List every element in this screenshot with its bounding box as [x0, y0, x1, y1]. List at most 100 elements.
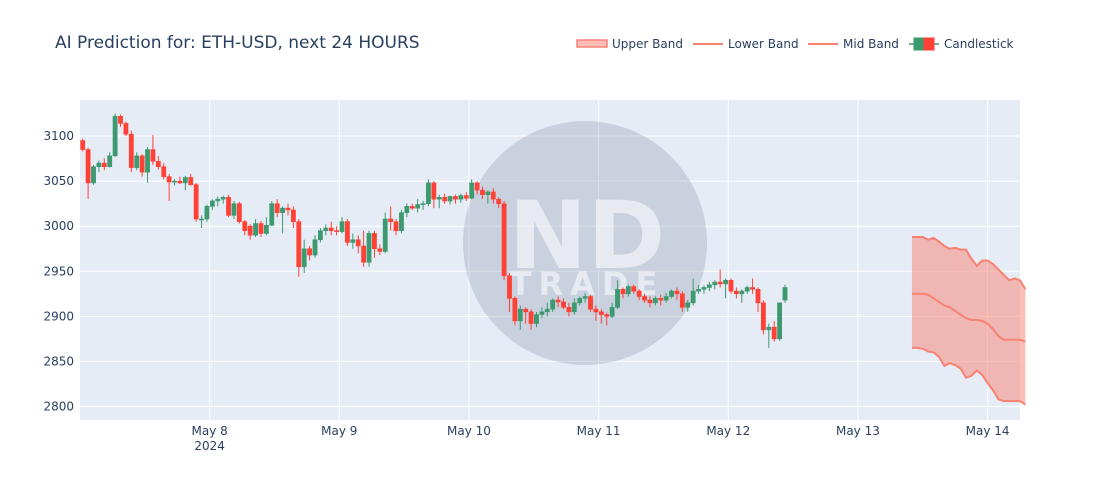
candle — [236, 201, 242, 224]
candle-body — [490, 191, 496, 200]
x-tick-label: May 10 — [447, 424, 491, 438]
candle — [372, 230, 377, 258]
y-tick-label: 2950 — [43, 264, 74, 278]
candle — [696, 284, 701, 294]
candle-body — [118, 115, 123, 124]
candle — [280, 206, 285, 234]
legend-item[interactable]: Lower Band — [693, 37, 799, 51]
candle — [706, 282, 712, 292]
candle-body — [512, 298, 518, 322]
candle — [485, 190, 491, 204]
candle — [215, 196, 221, 207]
candle — [534, 311, 539, 328]
candle — [436, 194, 442, 209]
candle — [685, 300, 691, 312]
candle-body — [323, 227, 329, 232]
candle-body — [750, 287, 755, 290]
candle-body — [636, 290, 642, 297]
candle-body — [458, 195, 464, 200]
candle — [323, 224, 329, 236]
candle — [674, 287, 680, 301]
legend-item[interactable]: Upper Band — [576, 37, 683, 51]
candle — [361, 230, 367, 267]
y-tick-label: 3000 — [43, 219, 74, 233]
candle — [669, 289, 674, 299]
candle — [134, 152, 140, 171]
candle — [507, 273, 512, 312]
candle-body — [134, 155, 140, 168]
candle — [155, 155, 161, 170]
candle — [625, 284, 631, 297]
candle — [512, 296, 518, 326]
candle-body — [582, 296, 588, 299]
candle — [366, 230, 372, 267]
candle-body — [193, 184, 199, 220]
legend-item[interactable]: Candlestick — [909, 37, 1014, 51]
candle-body — [642, 296, 647, 301]
candle — [123, 121, 129, 137]
candle-body — [480, 189, 485, 195]
candle — [285, 203, 291, 216]
candle-body — [199, 218, 204, 221]
candle — [571, 298, 577, 315]
candle-body — [539, 311, 545, 315]
candle-body — [107, 155, 113, 168]
candle-body — [236, 203, 242, 222]
candle-body — [431, 182, 437, 200]
candle-body — [139, 155, 145, 173]
candle — [317, 228, 323, 243]
candle — [733, 287, 739, 299]
candle-body — [447, 196, 453, 202]
legend[interactable]: Upper Band Lower Band Mid Band Candlestick — [576, 37, 1014, 51]
candle-body — [496, 198, 502, 204]
candlestick-series — [80, 113, 788, 348]
candle-body — [658, 298, 664, 301]
candle-body — [301, 248, 307, 268]
candle — [593, 305, 599, 321]
candle-body — [739, 290, 745, 295]
candle — [274, 199, 280, 218]
candle-body — [744, 287, 750, 292]
candle-body — [652, 298, 658, 304]
candle-body — [328, 227, 334, 232]
candle — [701, 285, 707, 294]
candle-body — [615, 288, 620, 308]
candle-body — [782, 287, 788, 301]
candle-body — [377, 248, 383, 252]
candle — [615, 280, 620, 310]
candle-body — [188, 177, 194, 186]
candle-body — [242, 221, 248, 232]
candle-body — [755, 288, 761, 304]
candle-body — [501, 203, 507, 277]
candle — [415, 199, 421, 213]
candle-body — [760, 302, 766, 331]
candle — [490, 188, 496, 204]
candle-body — [723, 279, 728, 285]
legend-label: Lower Band — [728, 37, 799, 51]
candle-body — [280, 207, 285, 213]
candle — [777, 302, 783, 341]
candle — [290, 206, 296, 228]
candle-body — [96, 162, 102, 168]
candle — [101, 158, 107, 171]
candle — [226, 194, 231, 218]
candle-body — [80, 140, 86, 150]
candle-body — [453, 196, 458, 200]
y-tick-label: 3100 — [43, 129, 74, 143]
candle — [172, 179, 177, 186]
y-tick-label: 2800 — [43, 399, 74, 413]
x-tick-label: May 11 — [577, 424, 621, 438]
candle-body — [706, 284, 712, 288]
candle-body — [285, 207, 291, 211]
upper-band-line — [911, 236, 1027, 290]
legend-item[interactable]: Mid Band — [808, 37, 899, 51]
candle-body — [355, 239, 361, 247]
candle — [307, 246, 313, 261]
candle-body — [350, 239, 356, 243]
candle-body — [690, 290, 696, 304]
legend-swatch-band — [576, 39, 608, 48]
candle-body — [307, 248, 313, 256]
y-tick-label: 3050 — [43, 174, 74, 188]
y-tick-label: 2900 — [43, 309, 74, 323]
legend-swatch-down — [923, 37, 935, 51]
